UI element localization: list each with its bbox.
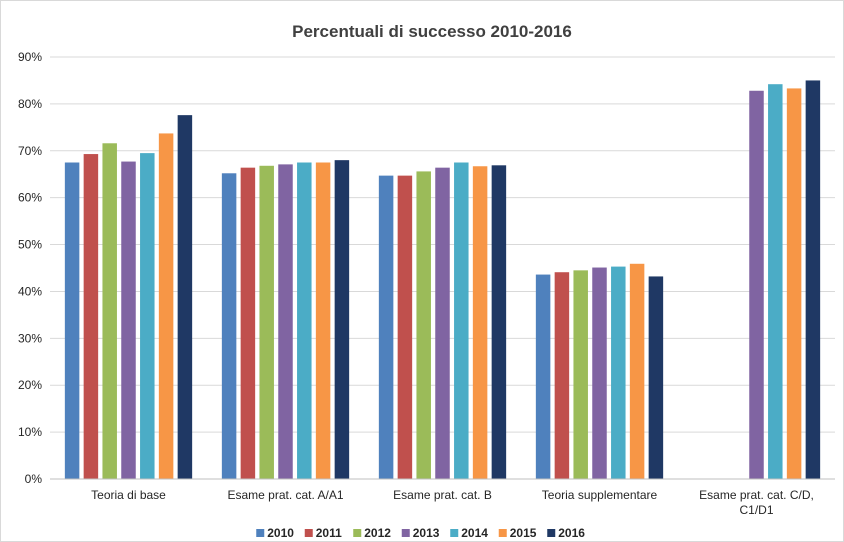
bar-2013-cat-1 [278,164,293,479]
bar-2016-cat-0 [177,115,193,480]
x-category-label-3: Teoria supplementare [542,488,658,502]
legend-item-2012: 2012 [353,526,391,540]
legend-swatch-2016 [547,529,556,537]
bar-2012-cat-0 [102,143,117,479]
bar-2015-cat-4 [786,88,802,479]
y-tick-label-8: 80% [18,97,42,111]
y-tick-label-1: 10% [18,425,42,439]
bar-2013-cat-2 [435,167,450,479]
bar-2014-cat-4 [768,84,783,479]
y-tick-label-7: 70% [18,144,42,158]
legend-label-2016: 2016 [558,526,585,540]
bar-2012-cat-2 [416,171,431,480]
bar-2013-cat-3 [592,267,607,479]
legend-label-2010: 2010 [267,526,294,540]
bar-2013-cat-4 [749,90,764,479]
bars [64,80,821,480]
bar-2014-cat-0 [140,153,155,479]
bar-2013-cat-0 [121,161,136,479]
x-axis-category-labels: Teoria di base Esame prat. cat. A/A1 Esame… [91,488,814,517]
legend-item-2010: 2010 [256,526,294,540]
bar-2010-cat-1 [221,173,237,480]
legend-swatch-2014 [450,529,459,537]
bar-2015-cat-0 [158,133,174,479]
bar-2014-cat-3 [611,266,626,479]
x-category-label-0: Teoria di base [91,488,166,502]
legend: 2010 2011 2012 2013 2014 2015 2016 [256,526,585,540]
legend-label-2012: 2012 [364,526,391,540]
legend-item-2014: 2014 [450,526,488,540]
legend-swatch-2015 [498,529,507,537]
legend-label-2013: 2013 [413,526,440,540]
bar-2010-cat-3 [535,274,551,479]
bar-2012-cat-3 [573,270,588,479]
legend-item-2011: 2011 [304,526,342,540]
bar-2011-cat-3 [554,272,570,479]
bar-2016-cat-2 [491,165,507,479]
bar-2010-cat-2 [378,175,394,479]
legend-label-2011: 2011 [316,526,342,540]
legend-item-2015: 2015 [498,526,537,540]
chart-title: Percentuali di successo 2010-2016 [292,22,572,41]
x-category-label-4-line-1: C1/D1 [739,503,773,517]
legend-swatch-2010 [256,529,265,537]
bar-2011-cat-2 [397,175,413,479]
legend-label-2014: 2014 [461,526,488,540]
x-category-label-1: Esame prat. cat. A/A1 [227,488,343,502]
x-category-label-2: Esame prat. cat. B [393,488,492,502]
y-tick-label-9: 90% [18,50,42,64]
y-tick-label-2: 20% [18,378,42,392]
bar-2014-cat-2 [454,162,469,479]
y-tick-label-6: 60% [18,191,42,205]
legend-swatch-2011 [304,529,313,537]
bar-2011-cat-1 [240,167,256,479]
bar-2012-cat-1 [259,165,274,479]
y-tick-label-3: 30% [18,331,42,345]
legend-item-2016: 2016 [547,526,585,540]
bar-2010-cat-0 [64,162,80,479]
legend-item-2013: 2013 [401,526,440,540]
y-axis-tick-labels: 0% 10% 20% 30% 40% 50% 60% 70% 80% 90% [18,50,42,486]
bar-2014-cat-1 [297,162,312,479]
y-tick-label-0: 0% [25,472,43,486]
legend-label-2015: 2015 [510,526,537,540]
x-category-label-4-line-0: Esame prat. cat. C/D, [699,488,814,502]
bar-2016-cat-1 [334,160,350,479]
legend-swatch-2012 [353,529,362,537]
legend-swatch-2013 [401,529,410,537]
bar-2016-cat-3 [648,276,664,479]
bar-2015-cat-2 [472,166,488,480]
bar-2011-cat-0 [83,154,99,479]
bar-2015-cat-3 [629,263,645,479]
y-tick-label-5: 50% [18,238,42,252]
y-tick-label-4: 40% [18,284,42,298]
bar-2015-cat-1 [315,162,331,479]
bar-2016-cat-4 [805,80,821,479]
